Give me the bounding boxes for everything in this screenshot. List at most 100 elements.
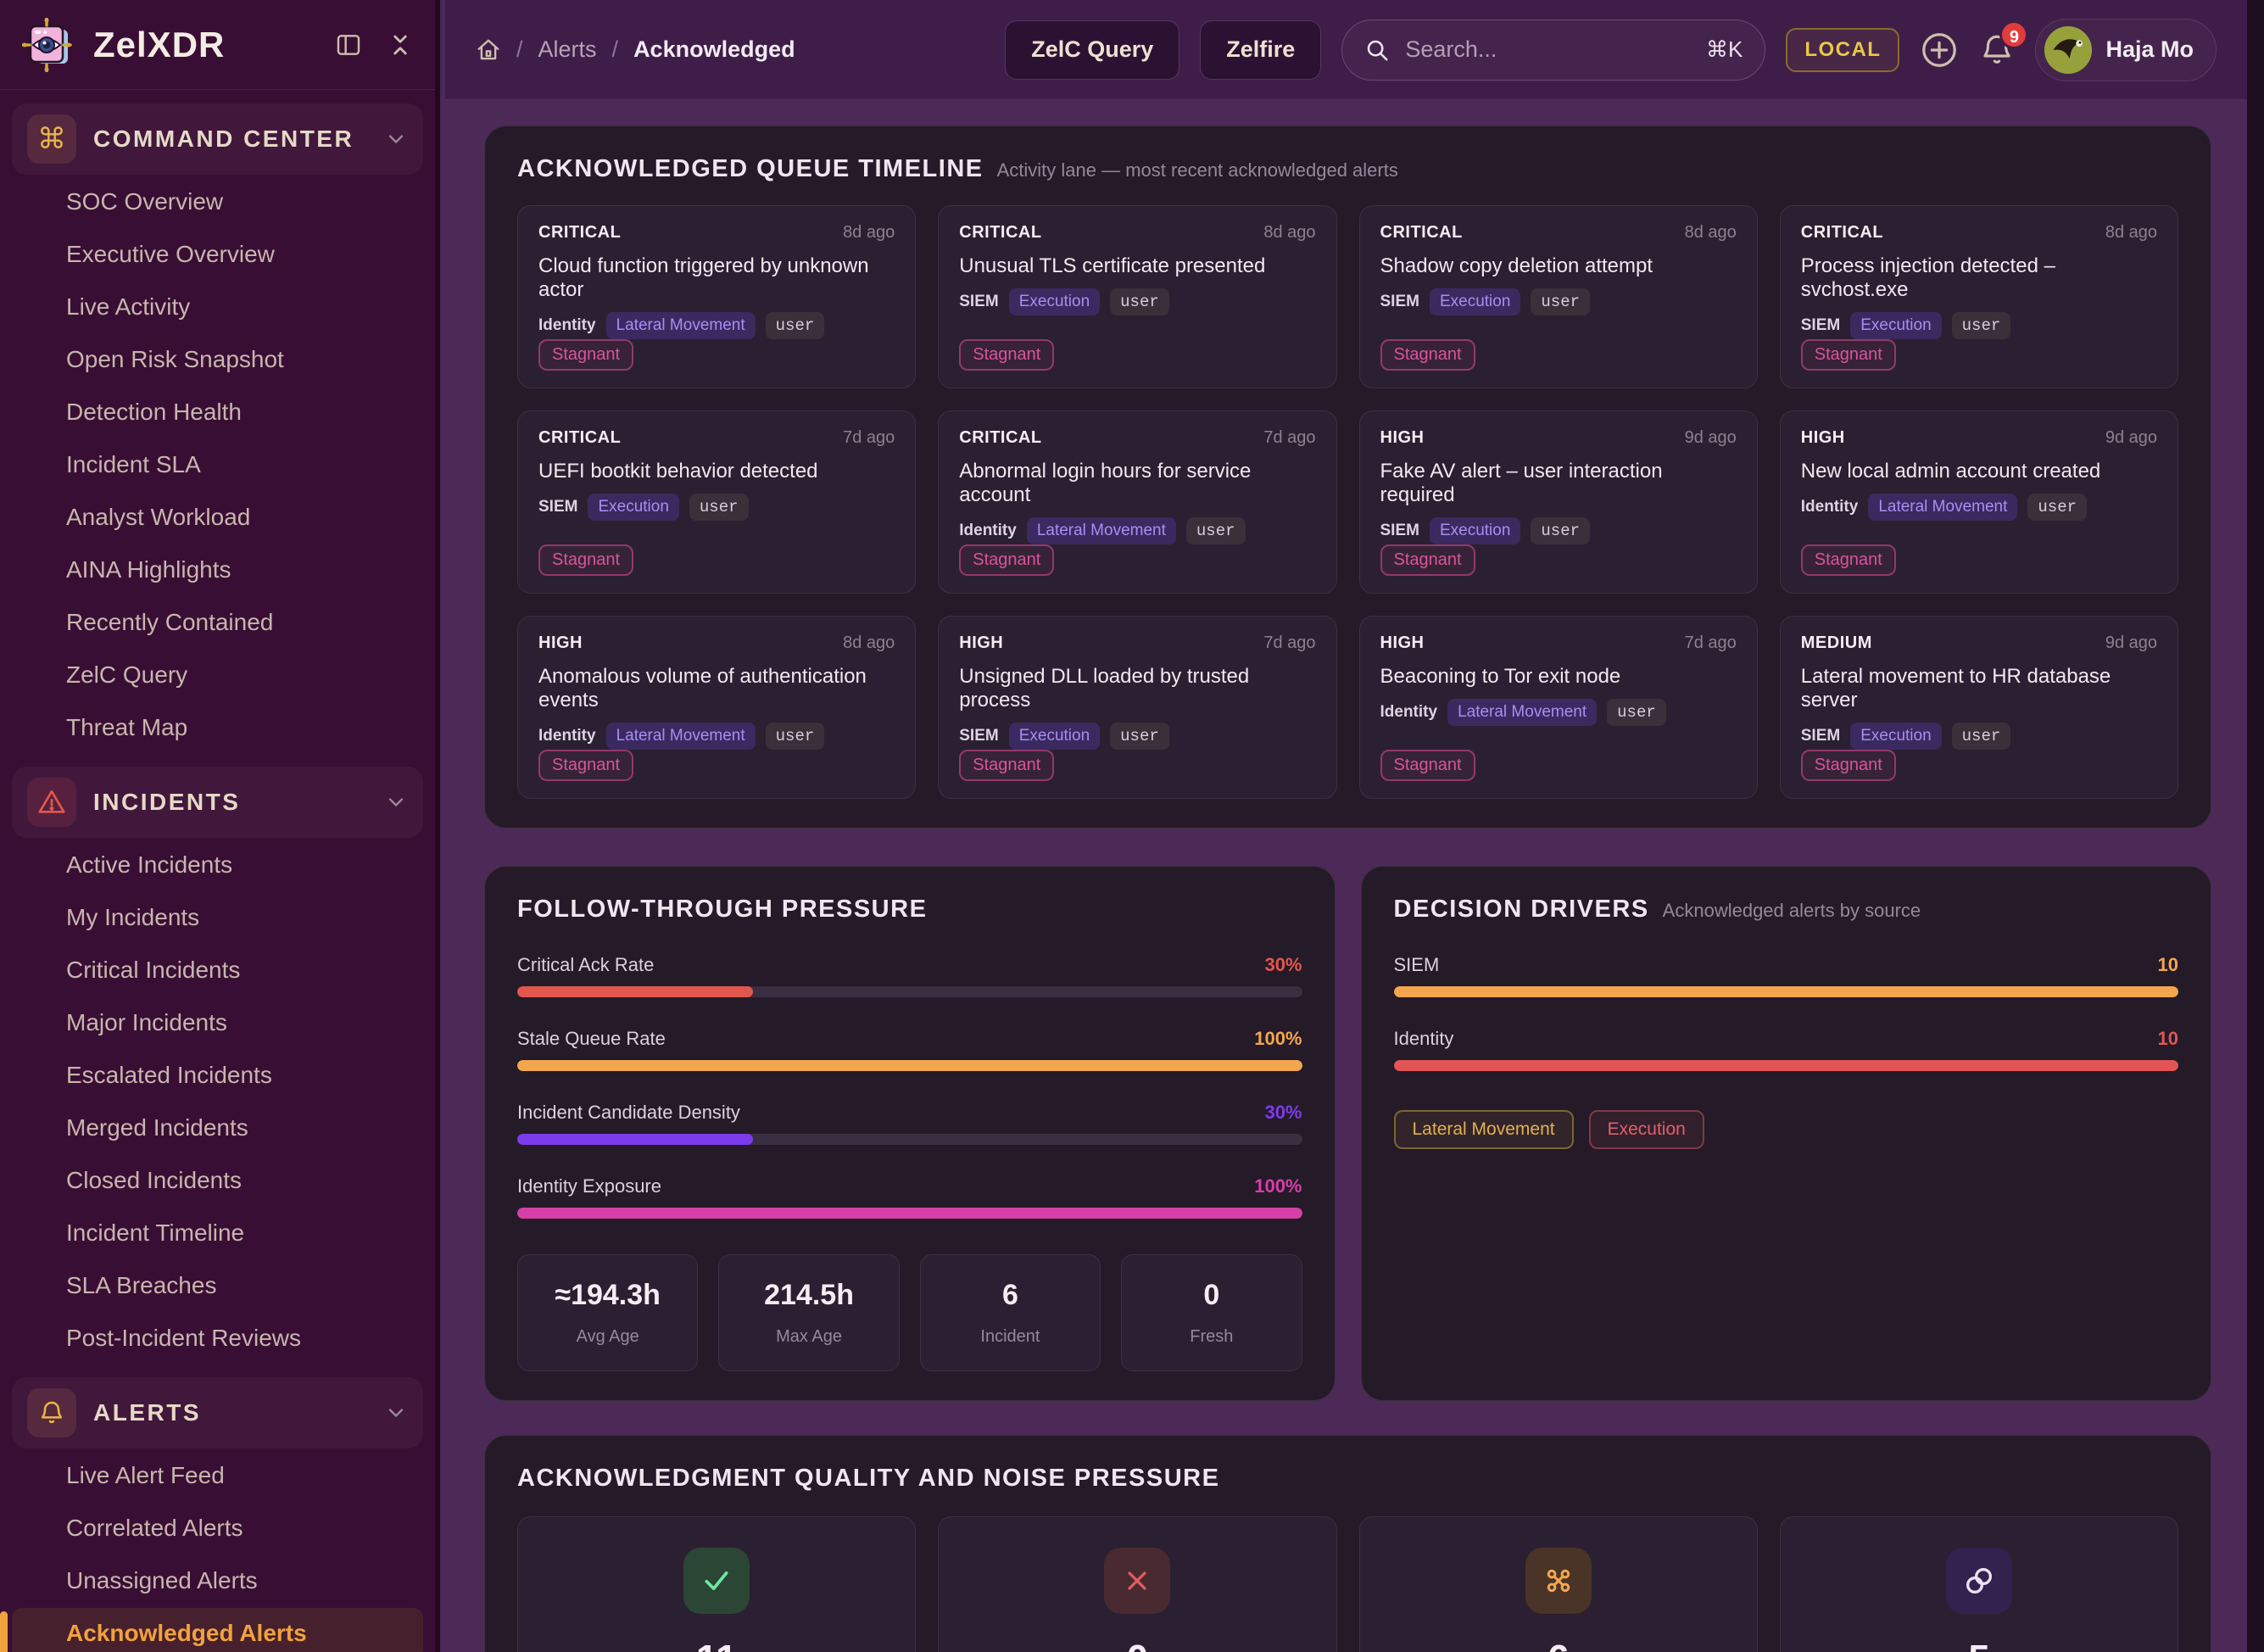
add-button[interactable] <box>1920 31 1959 70</box>
alert-title: New local admin account created <box>1800 460 2101 483</box>
page-content: ACKNOWLEDGED QUEUE TIMELINE Activity lan… <box>445 100 2247 1652</box>
stat-label: Max Age <box>776 1327 842 1346</box>
sidebar-item-label: Active Incidents <box>66 851 233 878</box>
alert-card[interactable]: CRITICAL TP 8d ago Process injection det… <box>1779 205 2178 388</box>
entity-chip: user <box>1110 723 1169 750</box>
bar-label: SIEM <box>1393 954 1440 975</box>
sidebar-item[interactable]: Active Incidents <box>12 840 423 890</box>
alert-card[interactable]: MEDIUM TP 9d ago Lateral movement to HR … <box>1779 616 2178 799</box>
stat-box-incident-candidates: 6 Incident Candidates Linked TP patterns <box>1358 1516 1758 1652</box>
sidebar-item[interactable]: Executive Overview <box>12 229 423 280</box>
sidebar-item[interactable]: Critical Incidents <box>12 945 423 996</box>
entity-chip: user <box>2027 494 2087 521</box>
alert-card[interactable]: HIGH TP 9d ago New local admin account c… <box>1779 410 2178 594</box>
sidebar-item-label: Acknowledged Alerts <box>66 1620 307 1646</box>
notifications-button[interactable]: 9 <box>1979 20 2029 68</box>
sidebar-item[interactable]: Escalated Incidents <box>12 1050 423 1101</box>
alert-card[interactable]: HIGH TP 8d ago Anomalous volume of authe… <box>517 616 917 799</box>
breadcrumb: / Alerts / Acknowledged <box>476 36 795 63</box>
sidebar-item[interactable]: ZelC Query <box>12 650 423 700</box>
alert-title: Shadow copy deletion attempt <box>1380 254 1653 277</box>
sidebar-item[interactable]: Closed Incidents <box>12 1155 423 1206</box>
section-alerts: ALERTS Live Alert Feed Correlated Alerts… <box>0 1377 423 1652</box>
sidebar-item[interactable]: My Incidents <box>12 892 423 943</box>
sidebar-item-label: Detection Health <box>66 399 243 425</box>
tactic-chip: Lateral Movement <box>605 723 756 750</box>
panel-title: FOLLOW-THROUGH PRESSURE <box>517 896 928 923</box>
stat-value: 0 <box>1203 1279 1220 1311</box>
sidebar-item[interactable]: Detection Health <box>12 387 423 438</box>
bar-label: Identity Exposure <box>517 1175 661 1197</box>
sidebar-item[interactable]: Live Activity <box>12 282 423 332</box>
stat-box-likely-true-positives: 11 Likely True Positives High-confidence… <box>517 1516 917 1652</box>
alert-title: Cloud function triggered by unknown acto… <box>538 254 869 301</box>
sidebar-item[interactable]: Threat Map <box>12 702 423 753</box>
sidebar-item[interactable]: Incident SLA <box>12 439 423 490</box>
quality-stats: 11 Likely True Positives High-confidence… <box>517 1516 2178 1652</box>
tactic-chip: Lateral Movement <box>1393 1110 1574 1149</box>
tactic-chip: Execution <box>1850 723 1942 750</box>
panel-toggle-icon[interactable] <box>335 31 362 59</box>
sidebar-item[interactable]: SOC Overview <box>12 176 423 227</box>
sidebar-item[interactable]: Unassigned Alerts <box>12 1555 423 1606</box>
section-header-alerts[interactable]: ALERTS <box>12 1377 423 1448</box>
status-badge: Stagnant <box>959 544 1055 576</box>
warning-icon <box>27 778 76 827</box>
sidebar-item[interactable]: Recently Contained <box>12 597 423 648</box>
sidebar-item[interactable]: Post-Incident Reviews <box>12 1313 423 1364</box>
bar-fill <box>517 1134 753 1145</box>
bar-track <box>517 1060 1302 1071</box>
sidebar-item[interactable]: Correlated Alerts <box>12 1503 423 1554</box>
severity-label: CRITICAL <box>959 428 1042 447</box>
user-menu[interactable]: Haja Mo <box>2035 18 2217 81</box>
bar-track <box>1393 1060 2178 1071</box>
tactic-chip: Execution <box>1850 312 1942 339</box>
alert-card[interactable]: HIGH TP 9d ago Fake AV alert – user inte… <box>1358 410 1758 594</box>
sidebar-item[interactable]: Analyst Workload <box>12 492 423 543</box>
home-icon[interactable] <box>476 37 501 63</box>
alert-source: SIEM <box>959 293 999 310</box>
alert-title: Anomalous volume of authentication event… <box>538 665 867 712</box>
zelc-query-button[interactable]: ZelC Query <box>1005 20 1180 80</box>
scrollbar-gutter[interactable] <box>2247 0 2264 1652</box>
sidebar-item[interactable]: Incident Timeline <box>12 1208 423 1259</box>
collapse-all-icon[interactable] <box>388 32 413 58</box>
environment-badge: LOCAL <box>1786 27 1900 72</box>
sidebar-item-label: ZelC Query <box>66 661 188 688</box>
sidebar-item-label: Live Activity <box>66 293 191 320</box>
tactic-chip: Lateral Movement <box>1868 494 2018 521</box>
alert-card[interactable]: HIGH TP 7d ago Unsigned DLL loaded by tr… <box>938 616 1337 799</box>
sidebar-item[interactable]: Acknowledged Alerts <box>0 1608 423 1652</box>
alert-card[interactable]: CRITICAL TP 8d ago Shadow copy deletion … <box>1358 205 1758 388</box>
sidebar-item[interactable]: SLA Breaches <box>12 1260 423 1311</box>
sidebar-item[interactable]: Merged Incidents <box>12 1102 423 1153</box>
breadcrumb-parent[interactable]: Alerts <box>538 36 597 62</box>
sidebar-item-label: Threat Map <box>66 714 188 740</box>
sidebar-item[interactable]: AINA Highlights <box>12 544 423 595</box>
alert-card[interactable]: HIGH TP 7d ago Beaconing to Tor exit nod… <box>1358 616 1758 799</box>
status-badge: Stagnant <box>538 750 634 781</box>
sidebar-item[interactable]: Open Risk Snapshot <box>12 334 423 385</box>
alert-card[interactable]: CRITICAL TP 8d ago Cloud function trigge… <box>517 205 917 388</box>
alert-age: 9d ago <box>2105 428 2157 447</box>
bar-track <box>517 1208 1302 1219</box>
alert-source: Identity <box>538 727 596 745</box>
pressure-bar: Stale Queue Rate 100% <box>517 1028 1302 1071</box>
severity-label: CRITICAL <box>959 223 1042 242</box>
panel-title: ACKNOWLEDGMENT QUALITY AND NOISE PRESSUR… <box>517 1465 1220 1492</box>
tactic-chip: Execution <box>1429 517 1521 544</box>
zelfire-button[interactable]: Zelfire <box>1200 20 1322 80</box>
section-header-command-center[interactable]: ⌘ COMMAND CENTER <box>12 103 423 175</box>
alert-card[interactable]: CRITICAL TP 7d ago UEFI bootkit behavior… <box>517 410 917 594</box>
alert-card[interactable]: CRITICAL TP 8d ago Unusual TLS certifica… <box>938 205 1337 388</box>
driver-tactic-chips: Lateral Movement Execution <box>1393 1110 2179 1149</box>
sidebar-item-label: Critical Incidents <box>66 957 241 983</box>
bar-track <box>517 1134 1302 1145</box>
section-header-incidents[interactable]: INCIDENTS <box>12 767 423 838</box>
panel-subtitle: Activity lane — most recent acknowledged… <box>996 159 1398 181</box>
search-input[interactable]: Search... ⌘K <box>1341 19 1766 81</box>
sidebar-item[interactable]: Major Incidents <box>12 997 423 1048</box>
sidebar-item-label: Unassigned Alerts <box>66 1567 258 1593</box>
alert-card[interactable]: CRITICAL TP 7d ago Abnormal login hours … <box>938 410 1337 594</box>
sidebar-item[interactable]: Live Alert Feed <box>12 1450 423 1501</box>
